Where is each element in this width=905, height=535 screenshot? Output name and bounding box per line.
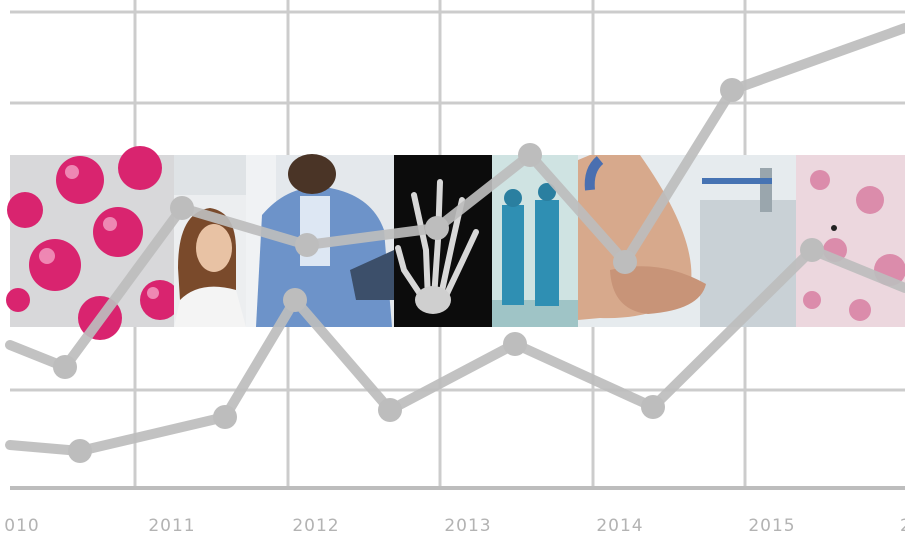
- x-tick-label: 2011: [148, 516, 195, 535]
- x-tick-label: 2: [900, 516, 905, 535]
- series-1-point: [170, 196, 194, 220]
- pink-pills-photo: [6, 146, 180, 340]
- series-1-point: [518, 143, 542, 167]
- series-1-point: [425, 216, 449, 240]
- x-tick-label: 2012: [292, 516, 339, 535]
- series-1-point: [295, 233, 319, 257]
- x-tick-label: 2013: [444, 516, 491, 535]
- series-2-point: [68, 439, 92, 463]
- series-1-point: [720, 78, 744, 102]
- series-2-point: [641, 395, 665, 419]
- photo-strip: [6, 146, 905, 340]
- girl-with-doctor-photo: [174, 155, 246, 327]
- surgical-staff-photo: [492, 155, 578, 327]
- series-layer: [5, 23, 905, 463]
- x-tick-label: 2014: [596, 516, 643, 535]
- series-2-point: [503, 332, 527, 356]
- series-2-point: [213, 405, 237, 429]
- x-tick-label: 2015: [748, 516, 795, 535]
- handwashing-photo: [578, 155, 796, 327]
- series-2-point: [800, 238, 824, 262]
- hand-xray-photo: [394, 155, 492, 327]
- surgeon-photo: [246, 154, 394, 327]
- series-2-point: [283, 288, 307, 312]
- x-tick-label: 010: [4, 516, 39, 535]
- series-2-point: [378, 398, 402, 422]
- series-1-point: [613, 250, 637, 274]
- x-tick-labels: 010 2011 2012 2013 2014 2015 2: [4, 516, 905, 535]
- series-1-point: [53, 355, 77, 379]
